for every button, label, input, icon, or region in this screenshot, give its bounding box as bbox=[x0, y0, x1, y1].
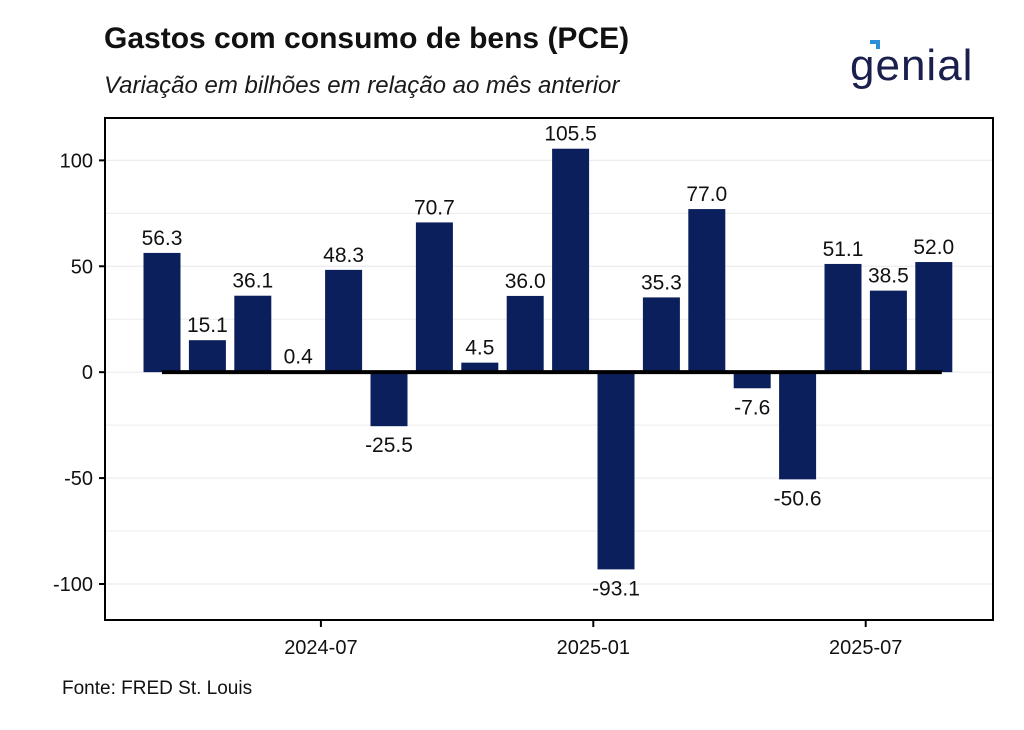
bar bbox=[597, 372, 635, 570]
data-label: 38.5 bbox=[868, 265, 909, 288]
x-tick-label: 2024-07 bbox=[284, 637, 357, 659]
y-tick-label: 0 bbox=[82, 362, 93, 384]
data-label: 56.3 bbox=[142, 227, 183, 250]
bar bbox=[779, 372, 817, 480]
bar bbox=[733, 372, 771, 389]
x-tick-label: 2025-07 bbox=[829, 637, 902, 659]
data-label: -50.6 bbox=[774, 487, 822, 510]
logo-accent-mark bbox=[870, 40, 880, 49]
y-tick-label: -100 bbox=[53, 574, 93, 596]
chart-subtitle: Variação em bilhões em relação ao mês an… bbox=[104, 72, 620, 99]
y-tick-label: -50 bbox=[64, 468, 93, 490]
bar bbox=[915, 262, 953, 373]
chart-title: Gastos com consumo de bens (PCE) bbox=[104, 22, 630, 55]
data-label: 51.1 bbox=[823, 238, 864, 261]
data-label: 70.7 bbox=[414, 196, 455, 219]
data-label: 15.1 bbox=[187, 314, 228, 337]
data-label: 36.0 bbox=[505, 270, 546, 293]
bar bbox=[461, 362, 499, 373]
data-label: -7.6 bbox=[734, 396, 770, 419]
bar bbox=[234, 295, 272, 373]
data-label: 35.3 bbox=[641, 271, 682, 294]
bar bbox=[415, 222, 453, 373]
bar bbox=[688, 209, 726, 373]
data-label: 36.1 bbox=[232, 270, 273, 293]
data-label: 52.0 bbox=[913, 236, 954, 259]
data-label: 105.5 bbox=[544, 123, 597, 146]
y-tick-label: 50 bbox=[71, 256, 93, 278]
data-label: 48.3 bbox=[323, 244, 364, 267]
data-label: -93.1 bbox=[592, 577, 640, 600]
data-label: 77.0 bbox=[686, 183, 727, 206]
bar bbox=[552, 148, 590, 373]
bar bbox=[188, 340, 226, 373]
genial-logo-text: genial bbox=[850, 41, 973, 90]
data-label: 0.4 bbox=[284, 345, 314, 368]
bar bbox=[370, 372, 408, 427]
bar bbox=[506, 295, 544, 373]
y-tick-label: 100 bbox=[60, 150, 93, 172]
bar bbox=[642, 297, 680, 373]
bar bbox=[869, 290, 907, 373]
plot-frame bbox=[104, 117, 994, 621]
data-label: -25.5 bbox=[365, 434, 413, 457]
x-tick-label: 2025-01 bbox=[557, 637, 630, 659]
data-label: 4.5 bbox=[465, 337, 494, 360]
bar bbox=[824, 263, 862, 373]
bar bbox=[143, 252, 181, 373]
bar bbox=[325, 269, 363, 373]
source-note: Fonte: FRED St. Louis bbox=[62, 678, 253, 699]
genial-logo: genial bbox=[850, 40, 973, 90]
